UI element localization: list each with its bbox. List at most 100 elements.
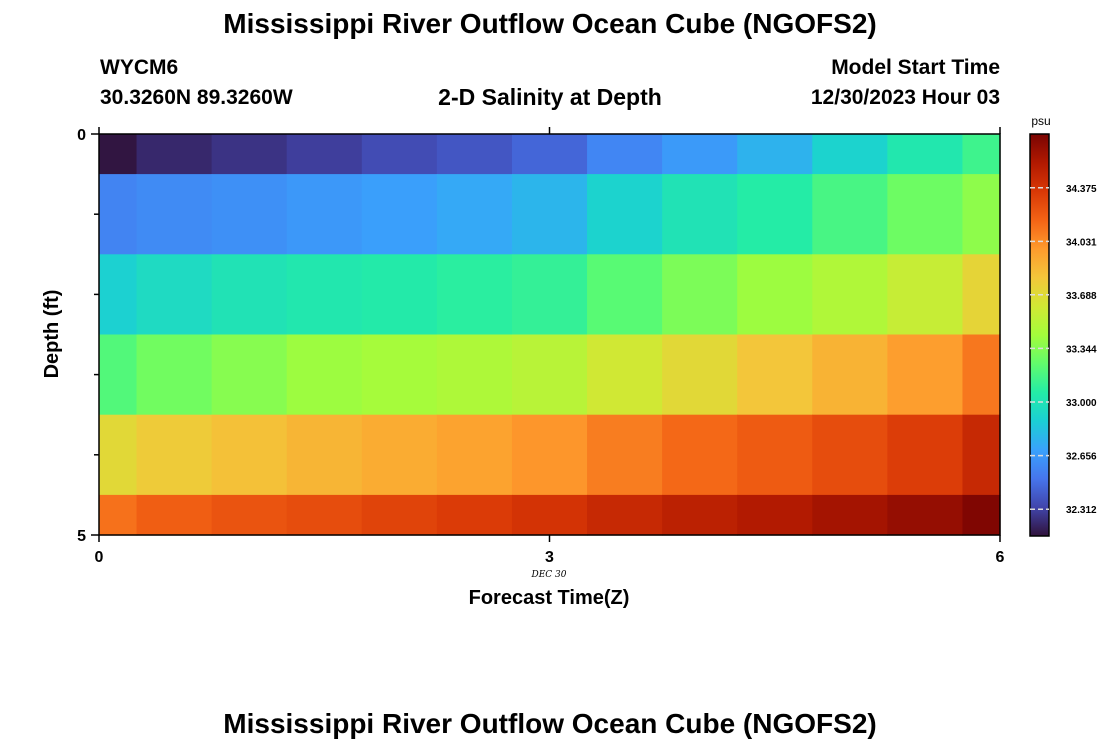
y-tick-label: 5 [77, 528, 86, 545]
x-axis-label: Forecast Time(Z) [469, 587, 630, 609]
heatmap-cell [436, 254, 513, 336]
chart-title: 2-D Salinity at Depth [438, 84, 662, 110]
heatmap-cell [211, 174, 288, 255]
colorbar-tick-label: 34.375 [1066, 184, 1097, 195]
heatmap-cell [587, 494, 663, 536]
heatmap-cell [286, 494, 363, 536]
colorbar-unit-label: psu [1031, 114, 1050, 128]
x-tick-label: 3 [545, 549, 554, 566]
heatmap-cell [962, 174, 1001, 255]
colorbar-gradient [1029, 133, 1050, 537]
heatmap-cell [286, 134, 363, 175]
heatmap-cell [511, 174, 588, 255]
date-label: DEC 30 [531, 570, 567, 580]
heatmap-cell [286, 334, 363, 416]
heatmap-cell [662, 494, 738, 536]
heatmap-cell [361, 254, 438, 336]
x-tick-label: 0 [95, 549, 104, 566]
heatmap-cell [136, 414, 213, 496]
heatmap-cell [887, 414, 964, 496]
heatmap-cell [737, 494, 813, 536]
y-axis-label: Depth (ft) [41, 290, 63, 379]
heatmap-cell [962, 134, 1001, 175]
heatmap-cell [962, 254, 1001, 336]
colorbar-tick-label: 32.656 [1066, 452, 1097, 463]
colorbar-tick-label: 33.688 [1066, 291, 1097, 302]
heatmap-cell [511, 414, 588, 496]
heatmap-cell [136, 254, 213, 336]
colorbar-tick-label: 33.000 [1066, 398, 1097, 409]
heatmap-cell [211, 254, 288, 336]
heatmap-cell [887, 334, 964, 416]
y-tick-label: 0 [77, 127, 86, 144]
station-id: WYCM6 [100, 56, 179, 79]
heatmap-cell [99, 134, 138, 175]
x-tick-label: 6 [996, 549, 1005, 566]
heatmap-cell [136, 494, 213, 536]
heatmap-cell [211, 134, 288, 175]
heatmap-cell [436, 494, 513, 536]
heatmap-cell [662, 134, 738, 175]
heatmap-cell [136, 334, 213, 416]
heatmap-cell [962, 334, 1001, 416]
heatmap-cell [99, 254, 138, 336]
station-coordinates: 30.3260N 89.3260W [100, 86, 293, 109]
heatmap-cell [587, 414, 663, 496]
heatmap-cell [361, 174, 438, 255]
heatmap-cell [436, 134, 513, 175]
heatmap-cell [286, 254, 363, 336]
heatmap-cell [511, 494, 588, 536]
heatmap-cell [587, 174, 663, 255]
heatmap-cell [361, 334, 438, 416]
heatmap-cell [662, 414, 738, 496]
colorbar-tick-label: 33.344 [1066, 344, 1097, 355]
heatmap-cell [211, 494, 288, 536]
heatmap-cell [99, 174, 138, 255]
heatmap-cell [962, 414, 1001, 496]
heatmap-cell [511, 254, 588, 336]
heatmap-cell [887, 254, 964, 336]
heatmap-cell [812, 254, 888, 336]
heatmap-cell [812, 134, 888, 175]
heatmap-cell [99, 334, 138, 416]
heatmap-cell [662, 254, 738, 336]
colorbar-tick-label: 34.031 [1066, 237, 1097, 248]
heatmap-cell [286, 414, 363, 496]
heatmap-cell [211, 414, 288, 496]
heatmap-cells [99, 134, 1001, 536]
heatmap-cell [511, 334, 588, 416]
heatmap-cell [436, 414, 513, 496]
heatmap-cell [361, 134, 438, 175]
footer-title: Mississippi River Outflow Ocean Cube (NG… [223, 708, 877, 739]
heatmap-cell [887, 134, 964, 175]
heatmap-cell [737, 174, 813, 255]
heatmap-cell [361, 414, 438, 496]
heatmap-cell [812, 494, 888, 536]
model-start-value: 12/30/2023 Hour 03 [810, 86, 1000, 109]
heatmap-cell [511, 134, 588, 175]
heatmap-cell [587, 134, 663, 175]
page-title: Mississippi River Outflow Ocean Cube (NG… [223, 8, 877, 39]
heatmap-cell [812, 174, 888, 255]
axes: 0 3 605 [77, 127, 1005, 566]
heatmap-cell [662, 174, 738, 255]
heatmap-cell [361, 494, 438, 536]
heatmap-cell [887, 174, 964, 255]
heatmap-cell [812, 334, 888, 416]
heatmap-cell [99, 414, 138, 496]
heatmap-cell [286, 174, 363, 255]
salinity-heatmap-chart: 0 3 605 Depth (ft) Forecast Time(Z) DEC 30… [41, 114, 1097, 609]
heatmap-cell [587, 254, 663, 336]
heatmap-cell [136, 134, 213, 175]
heatmap-cell [136, 174, 213, 255]
heatmap-cell [436, 334, 513, 416]
heatmap-cell [737, 254, 813, 336]
heatmap-cell [737, 334, 813, 416]
heatmap-cell [436, 174, 513, 255]
heatmap-cell [887, 494, 964, 536]
colorbar-tick-label: 32.312 [1066, 505, 1097, 516]
heatmap-cell [812, 414, 888, 496]
heatmap-cell [737, 414, 813, 496]
model-start-label: Model Start Time [831, 56, 1000, 79]
heatmap-cell [662, 334, 738, 416]
